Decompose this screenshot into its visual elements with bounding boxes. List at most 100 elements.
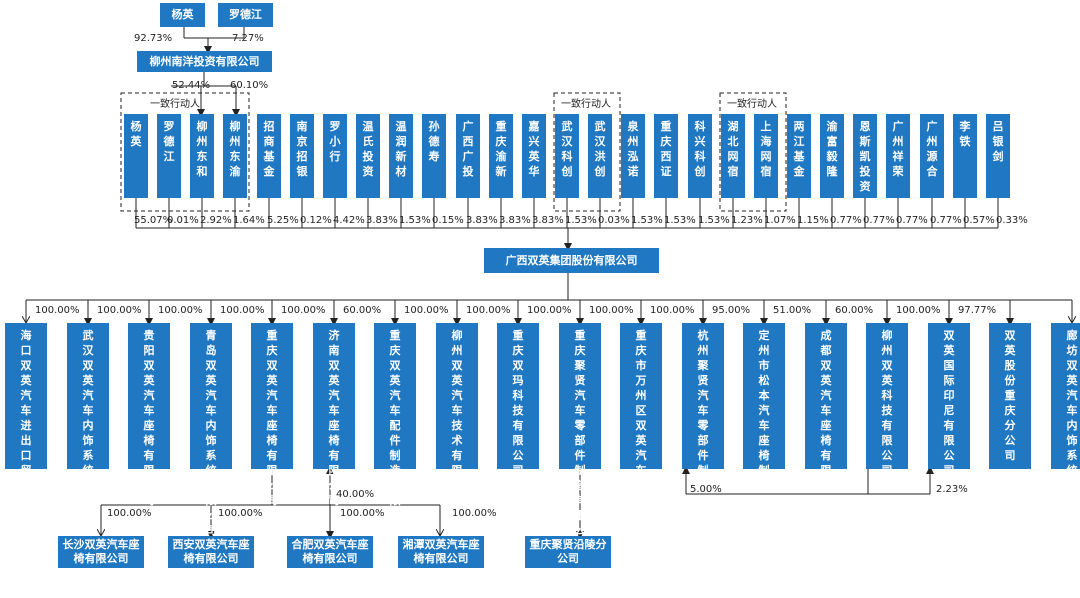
- entity-name: 南京招银: [296, 120, 308, 178]
- shareholder-pct: 3.83%: [466, 215, 498, 226]
- shareholder-box: 武汉洪创: [588, 114, 612, 198]
- subsidiary-box: 杭州聚贤汽车零部件制造有限公司: [682, 323, 724, 552]
- connector-lines: [0, 27, 1080, 539]
- shareholder-box: 嘉兴英华: [522, 114, 546, 198]
- bottom-company-box: 重庆聚贤沿陵分公司: [525, 536, 611, 568]
- subsidiary-box: 重庆双英汽车配件制造有限公司: [374, 323, 416, 537]
- shareholder-box: 湖北网宿: [721, 114, 745, 198]
- entity-name: 广州祥荣: [892, 120, 904, 178]
- owner-yangying-box: 杨英: [160, 3, 205, 27]
- subsidiary-pct: 95.00%: [712, 305, 751, 316]
- shareholder-box: 温润新材: [389, 114, 413, 198]
- shareholder-box: 招商基金: [257, 114, 281, 198]
- shareholder-box: 罗小行: [323, 114, 347, 198]
- subsidiary-pct: 100.00%: [527, 305, 572, 316]
- subsidiary-pct: 60.00%: [835, 305, 874, 316]
- shareholder-pct: 1.07%: [764, 215, 796, 226]
- shareholder-pct: 0.33%: [996, 215, 1028, 226]
- subsidiary-box: 青岛双英汽车内饰系统有限公司: [190, 323, 232, 537]
- concert-group-frame: [120, 92, 250, 212]
- entity-name: 温氏投资: [362, 120, 374, 178]
- entity-name: 上海网宿: [760, 120, 772, 178]
- shareholder-box: 吕银剑: [986, 114, 1010, 198]
- owner-name: 罗德江: [229, 8, 262, 22]
- shareholder-box: 杨英: [124, 114, 148, 198]
- owner-luodejiang-box: 罗德江: [218, 3, 273, 27]
- subsidiary-box: 柳州双英科技有限公司: [866, 323, 908, 477]
- entity-name: 杨英: [130, 120, 142, 148]
- shareholder-pct: 5.25%: [267, 215, 299, 226]
- shareholder-pct: 1.23%: [731, 215, 763, 226]
- entity-name: 重庆双英汽车配件制造有限公司: [389, 329, 401, 537]
- entity-name: 恩斯凯投资: [859, 120, 871, 193]
- bottom-company-box: 湘潭双英汽车座椅有限公司: [398, 536, 484, 568]
- shareholder-box: 广西广投: [456, 114, 480, 198]
- entity-name: 重庆西证: [660, 120, 672, 178]
- nanyang-name: 柳州南洋投资有限公司: [149, 54, 260, 68]
- shareholder-box: 武汉科创: [555, 114, 579, 198]
- shareholder-box: 两江基金: [787, 114, 811, 198]
- entity-name: 柳州东渝: [229, 120, 241, 178]
- entity-name: 杭州聚贤汽车零部件制造有限公司: [697, 329, 709, 552]
- entity-name: 泉州泓诺: [627, 120, 639, 178]
- entity-name: 吕银剑: [992, 120, 1004, 163]
- shareholder-pct: 1.53%: [698, 215, 730, 226]
- entity-name: 廊坊双英汽车内饰系统有限公司: [1066, 329, 1078, 537]
- entity-name: 李铁: [959, 120, 971, 148]
- entity-name: 贵阳双英汽车座椅有限公司: [143, 329, 155, 507]
- entity-name: 广西广投: [462, 120, 474, 178]
- bottom-pct: 100.00%: [218, 508, 263, 519]
- concert-label: 一致行动人: [150, 99, 200, 110]
- entity-name: 武汉科创: [561, 120, 573, 178]
- entity-name: 青岛双英汽车内饰系统有限公司: [205, 329, 217, 537]
- subsidiary-box: 重庆双玛科技有限公司: [497, 323, 539, 477]
- shareholder-box: 李铁: [953, 114, 977, 198]
- entity-name: 柳州东和: [196, 120, 208, 178]
- entity-name: 重庆市万州区双英汽车内饰系统有限公司: [635, 329, 647, 597]
- shareholder-box: 温氏投资: [356, 114, 380, 198]
- shareholder-pct: 0.03%: [598, 215, 630, 226]
- shareholder-pct: 0.12%: [300, 215, 332, 226]
- company-name: 广西双英集团股份有限公司: [505, 253, 638, 267]
- entity-name: 孙德寿: [428, 120, 440, 163]
- subsidiary-pct: 100.00%: [404, 305, 449, 316]
- entity-name: 罗小行: [329, 120, 341, 163]
- shareholder-pct: 55.07%: [134, 215, 173, 226]
- entity-name: 招商基金: [263, 120, 275, 178]
- subsidiary-pct: 97.77%: [958, 305, 997, 316]
- shareholder-box: 重庆渝新: [489, 114, 513, 198]
- cross-pct-jinan: 40.00%: [336, 489, 375, 500]
- shareholder-box: 南京招银: [290, 114, 314, 198]
- nanyang-pct-right: 60.10%: [230, 80, 269, 91]
- subsidiary-box: 武汉双英汽车内饰系统有限公司: [67, 323, 109, 537]
- shareholder-box: 孙德寿: [422, 114, 446, 198]
- subsidiary-pct: 100.00%: [97, 305, 142, 316]
- subsidiary-pct: 100.00%: [589, 305, 634, 316]
- entity-name: 济南双英汽车座椅有限公司: [328, 329, 340, 507]
- shareholder-pct: 1.53%: [664, 215, 696, 226]
- shareholder-pct: 0.15%: [432, 215, 464, 226]
- shareholder-box: 科兴科创: [688, 114, 712, 198]
- shareholder-pct: 2.92%: [200, 215, 232, 226]
- subsidiary-box: 重庆双英汽车座椅有限公司: [251, 323, 293, 507]
- concert-group-frame: [553, 92, 621, 212]
- bottom-company-box: 西安双英汽车座椅有限公司: [168, 536, 254, 568]
- subsidiary-box: 贵阳双英汽车座椅有限公司: [128, 323, 170, 507]
- shareholder-pct: 0.01%: [167, 215, 199, 226]
- concert-label: 一致行动人: [561, 99, 611, 110]
- subsidiary-box: 重庆市万州区双英汽车内饰系统有限公司: [620, 323, 662, 597]
- shareholder-pct: 1.53%: [565, 215, 597, 226]
- subsidiary-box: 重庆聚贤汽车零部件制造有限公司: [559, 323, 601, 552]
- shareholder-pct: 1.64%: [233, 215, 265, 226]
- shareholder-box: 广州祥荣: [886, 114, 910, 198]
- bottom-pct: 100.00%: [340, 508, 385, 519]
- shareholder-pct: 1.53%: [631, 215, 663, 226]
- entity-name: 柳州双英科技有限公司: [881, 329, 893, 477]
- cross-pct-indonesia: 2.23%: [936, 484, 968, 495]
- shareholder-box: 柳州东渝: [223, 114, 247, 198]
- entity-name: 重庆双玛科技有限公司: [512, 329, 524, 477]
- shareholder-pct: 4.42%: [333, 215, 365, 226]
- shareholder-box: 重庆西证: [654, 114, 678, 198]
- shareholder-box: 泉州泓诺: [621, 114, 645, 198]
- subsidiary-pct: 100.00%: [220, 305, 265, 316]
